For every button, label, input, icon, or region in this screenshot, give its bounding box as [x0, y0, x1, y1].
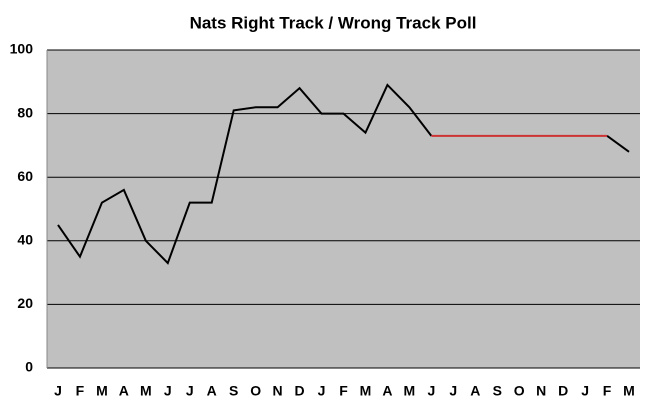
x-tick-label: O — [514, 383, 525, 399]
data-line — [57, 83, 630, 265]
x-tick-label: A — [470, 383, 480, 399]
x-tick-label: D — [558, 383, 568, 399]
y-tick-label: 80 — [17, 104, 33, 120]
x-tick-label: S — [229, 383, 238, 399]
y-tick-label: 20 — [17, 295, 33, 311]
x-tick-label: J — [427, 383, 435, 399]
x-tick-label: J — [581, 383, 589, 399]
x-tick-label: D — [295, 383, 305, 399]
x-tick-label: F — [603, 383, 612, 399]
chart-title: Nats Right Track / Wrong Track Poll — [190, 13, 477, 32]
x-tick-label: M — [623, 383, 635, 399]
x-tick-label: A — [119, 383, 129, 399]
x-tick-label: M — [96, 383, 108, 399]
x-tick-label: J — [164, 383, 172, 399]
x-tick-label: A — [207, 383, 217, 399]
x-tick-label: F — [76, 383, 85, 399]
x-tick-label: M — [360, 383, 372, 399]
x-tick-label: J — [449, 383, 457, 399]
x-tick-label: O — [250, 383, 261, 399]
x-tick-label: N — [536, 383, 546, 399]
y-tick-label: 0 — [25, 359, 33, 375]
y-tick-label: 60 — [17, 168, 33, 184]
x-tick-label: M — [404, 383, 416, 399]
x-tick-label: F — [339, 383, 348, 399]
x-tick-label: A — [382, 383, 392, 399]
x-tick-label: J — [186, 383, 194, 399]
x-tick-label: J — [54, 383, 62, 399]
x-tick-label: N — [273, 383, 283, 399]
plot-area — [47, 50, 640, 368]
x-tick-label: M — [140, 383, 152, 399]
x-tick-label: S — [493, 383, 502, 399]
y-tick-label: 100 — [10, 41, 34, 57]
x-tick-label: J — [318, 383, 326, 399]
y-tick-label: 40 — [17, 232, 33, 248]
